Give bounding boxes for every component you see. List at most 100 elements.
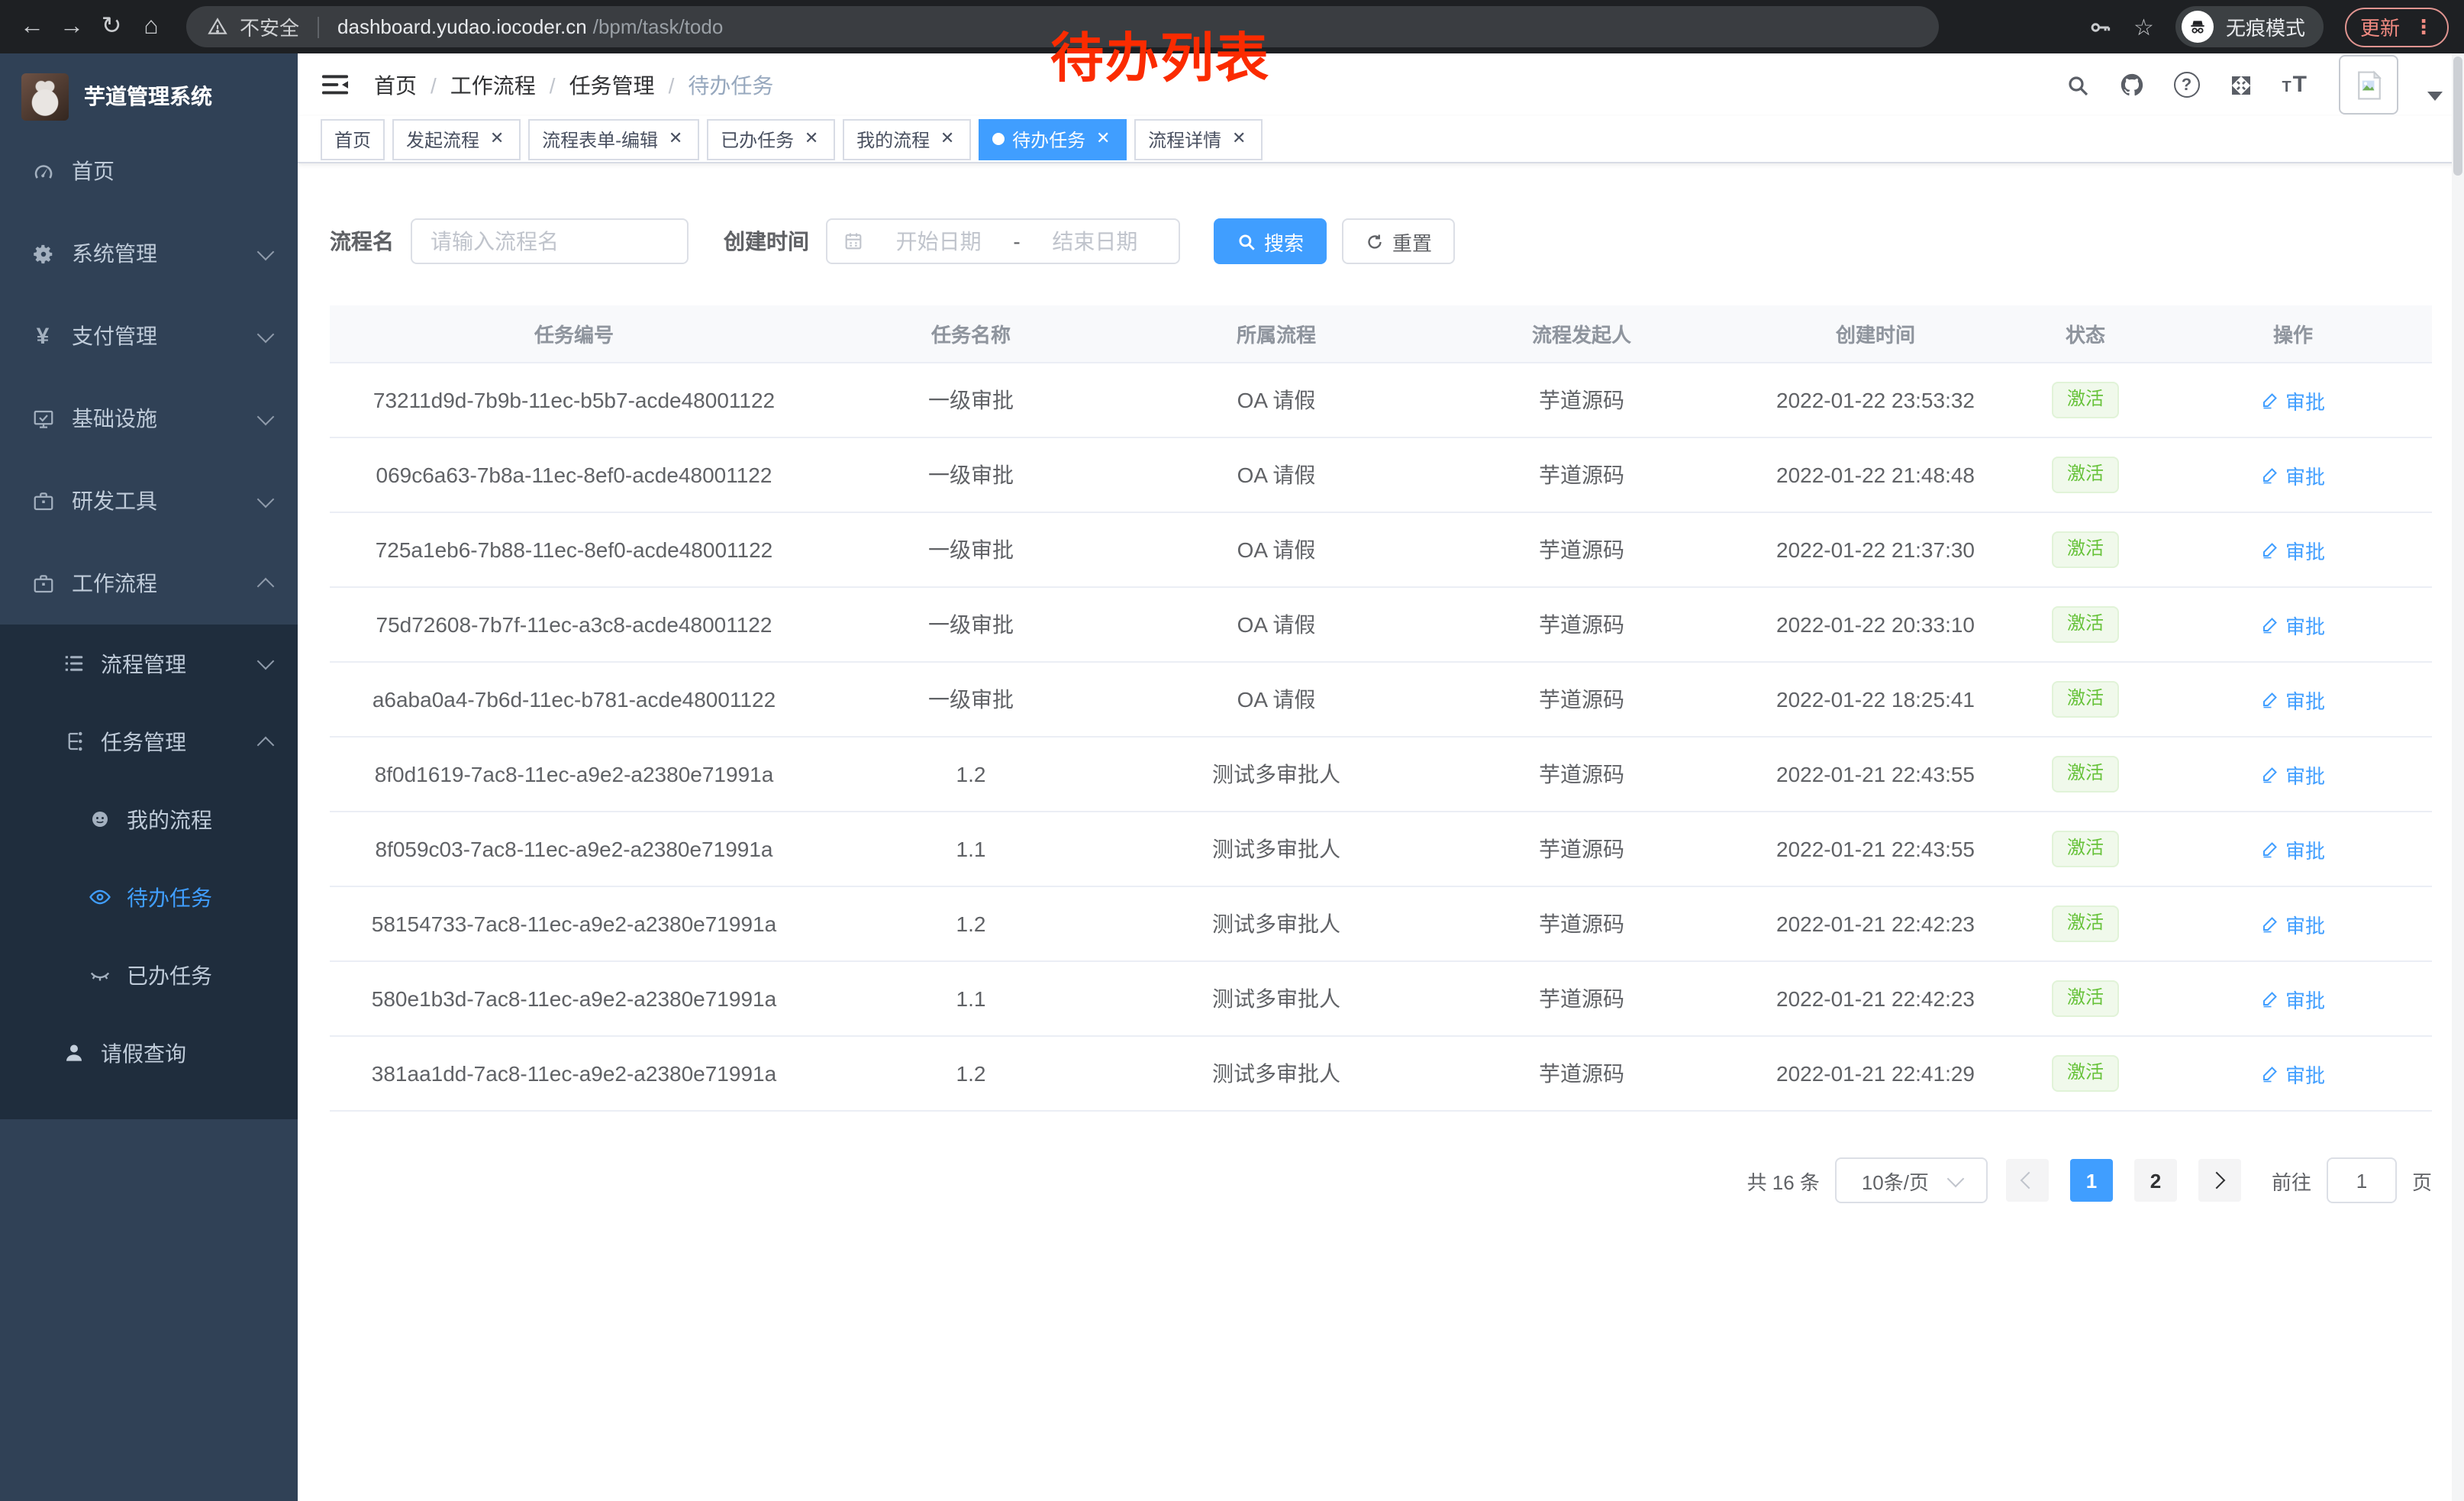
search-button-label: 搜索 [1264,231,1305,254]
cell-create-time: 2022-01-21 22:43:55 [1734,737,2017,812]
close-icon[interactable]: ✕ [668,129,683,147]
cell-create-time: 2022-01-21 22:42:23 [1734,961,2017,1037]
goto-page-input[interactable] [2326,1157,2397,1203]
approve-link[interactable]: 审批 [2261,760,2325,789]
sidebar-item-leave-query[interactable]: 请假查询 [0,1014,298,1092]
page-button-1[interactable]: 1 [2069,1159,2113,1202]
approve-link[interactable]: 审批 [2261,460,2325,489]
breadcrumb-workflow[interactable]: 工作流程 [450,69,569,100]
sidebar-item-dev-tools[interactable]: 研发工具 [0,460,298,542]
edit-pen-icon [2262,543,2277,559]
tab-my-process[interactable]: 我的流程 ✕ [843,118,972,160]
approve-link[interactable]: 审批 [2261,386,2325,415]
tab-label: 我的流程 [856,129,930,150]
browser-update-button[interactable]: 更新 ⋮ [2344,7,2449,47]
tab-launch-process[interactable]: 发起流程 ✕ [392,118,521,160]
tab-todo-tasks[interactable]: 待办任务 ✕ [979,118,1127,160]
sidebar-item-system[interactable]: 系统管理 [0,212,298,295]
github-icon[interactable] [2118,72,2144,98]
column-process: 所属流程 [1124,305,1429,363]
reset-button[interactable]: 重置 [1342,218,1456,264]
sidebar-item-my-process[interactable]: 我的流程 [0,780,298,858]
process-name-input[interactable] [411,218,689,264]
close-icon[interactable]: ✕ [1231,129,1247,147]
approve-link[interactable]: 审批 [2261,685,2325,714]
home-icon[interactable]: ⌂ [144,13,159,39]
sidebar-item-process-management[interactable]: 流程管理 [0,625,298,702]
browser-menu-icon[interactable]: ⋮ [2414,15,2433,37]
avatar-dropdown-icon[interactable] [2427,91,2443,100]
scrollbar-thumb[interactable] [2453,56,2462,176]
briefcase-icon [31,489,55,513]
page-size-select[interactable]: 10条/页 [1834,1157,1988,1203]
close-icon[interactable]: ✕ [940,129,955,147]
incognito-icon [2181,11,2214,43]
cell-task-id: 8f059c03-7ac8-11ec-a9e2-a2380e71991a [330,812,818,887]
approve-link[interactable]: 审批 [2261,984,2325,1013]
tab-home[interactable]: 首页 [321,118,385,160]
edit-pen-icon [2262,468,2277,484]
sidebar-item-label: 支付管理 [72,324,157,348]
table-row: a6aba0a4-7b6d-11ec-b781-acde48001122 一级审… [330,662,2432,738]
cell-initiator: 芋道源码 [1429,512,1734,588]
back-icon[interactable]: ← [20,13,44,39]
fullscreen-icon[interactable] [2228,73,2253,97]
approve-link[interactable]: 审批 [2261,535,2325,564]
tab-done-tasks[interactable]: 已办任务 ✕ [707,118,836,160]
table-row: 75d72608-7b7f-11ec-a3c8-acde48001122 一级审… [330,587,2432,663]
browser-chrome: ← → ↻ ⌂ 不安全 dashboard.yudao.iocoder.cn/b… [0,0,2464,53]
approve-link[interactable]: 审批 [2261,834,2325,863]
avatar[interactable] [2339,55,2398,115]
sidebar-item-label: 请假查询 [101,1041,186,1065]
table-row: 73211d9d-7b9b-11ec-b5b7-acde48001122 一级审… [330,363,2432,438]
breadcrumb-task-management[interactable]: 任务管理 [569,69,689,100]
table-row: 8f0d1619-7ac8-11ec-a9e2-a2380e71991a 1.2… [330,737,2432,812]
page-button-2[interactable]: 2 [2133,1159,2177,1202]
close-icon[interactable]: ✕ [804,129,819,147]
brand: 芋道管理系统 [0,53,298,130]
tab-process-detail[interactable]: 流程详情 ✕ [1134,118,1263,160]
window-scrollbar[interactable] [2452,53,2464,1501]
date-range-picker[interactable]: 开始日期 - 结束日期 [826,218,1180,264]
close-icon[interactable]: ✕ [1095,129,1111,147]
help-icon[interactable]: ? [2173,72,2200,98]
briefcase-icon [31,571,55,596]
sidebar-item-payment[interactable]: ¥ 支付管理 [0,295,298,377]
chevron-up-icon [256,577,275,596]
sidebar-item-home[interactable]: 首页 [0,130,298,212]
start-date-placeholder: 开始日期 [895,229,982,253]
address-bar[interactable]: 不安全 dashboard.yudao.iocoder.cn/bpm/task/… [186,6,1939,47]
approve-link[interactable]: 审批 [2261,909,2325,938]
sidebar-item-infrastructure[interactable]: 基础设施 [0,377,298,460]
approve-link[interactable]: 审批 [2261,610,2325,639]
close-icon[interactable]: ✕ [489,129,505,147]
sidebar-item-todo-tasks[interactable]: 待办任务 [0,858,298,936]
sidebar-item-workflow[interactable]: 工作流程 [0,542,298,625]
bookmark-star-icon[interactable]: ☆ [2133,15,2154,40]
address-separator [318,16,320,37]
forward-icon[interactable]: → [60,13,84,39]
sidebar-item-done-tasks[interactable]: 已办任务 [0,936,298,1014]
reload-icon[interactable]: ↻ [101,13,122,39]
search-button[interactable]: 搜索 [1214,218,1327,264]
cell-process: OA 请假 [1124,662,1429,738]
eye-open-icon [87,885,111,909]
search-icon[interactable] [2065,73,2089,97]
yen-icon: ¥ [36,323,50,349]
tab-process-form-edit[interactable]: 流程表单-编辑 ✕ [528,118,700,160]
prev-page-button[interactable] [2005,1159,2049,1202]
next-page-button[interactable] [2198,1159,2241,1202]
total-count: 共 16 条 [1746,1170,1820,1193]
breadcrumb-home[interactable]: 首页 [374,69,450,100]
sidebar-collapse-icon[interactable] [322,73,348,96]
approve-link[interactable]: 审批 [2261,1059,2325,1088]
sidebar-item-task-management[interactable]: 任务管理 [0,702,298,780]
status-badge: 激活 [2051,606,2119,643]
cell-process: OA 请假 [1124,587,1429,663]
approve-label: 审批 [2285,540,2325,563]
password-key-icon[interactable] [2088,15,2112,39]
approve-label: 审批 [2285,390,2325,413]
incognito-badge[interactable]: 无痕模式 [2175,6,2324,47]
